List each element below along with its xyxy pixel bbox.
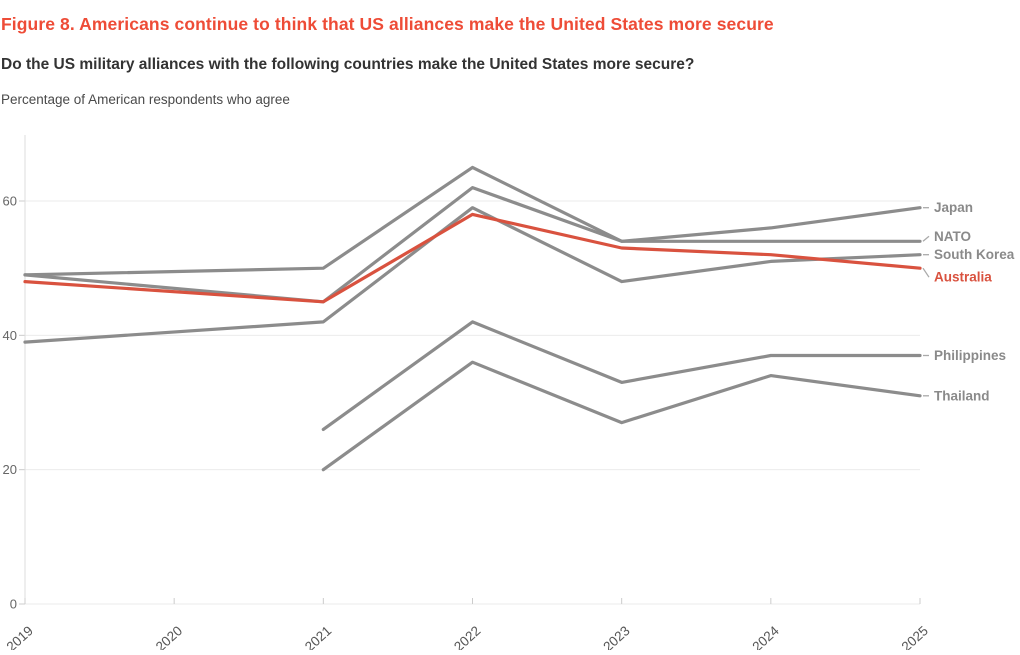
x-tick-label-2025: 2025 (899, 623, 931, 650)
series-line-philippines (321, 320, 922, 431)
y-tick-label-0: 0 (10, 597, 17, 612)
figure-title: Figure 8. Americans continue to think th… (1, 13, 774, 34)
y-tick-label-20: 20 (3, 462, 17, 477)
series-label-australia: Australia (934, 270, 992, 285)
chart-question: Do the US military alliances with the fo… (1, 56, 695, 73)
x-tick-label-2021: 2021 (302, 623, 334, 650)
x-tick-label-2020: 2020 (153, 623, 185, 650)
y-tick-label-60: 60 (3, 194, 17, 209)
x-tick-label-2022: 2022 (451, 623, 483, 650)
x-tick-label-2019: 2019 (4, 623, 36, 650)
series-label-thailand: Thailand (934, 388, 990, 403)
series-label-nato: NATO (934, 229, 971, 244)
series-line-south-korea (23, 206, 922, 344)
series-line-japan (23, 165, 922, 277)
series-label-japan: Japan (934, 200, 973, 215)
series-line-nato (23, 186, 922, 304)
label-leader-australia (922, 267, 930, 278)
chart-subtitle: Percentage of American respondents who a… (1, 92, 290, 107)
label-leader-nato (922, 235, 930, 242)
x-tick-label-2024: 2024 (749, 623, 782, 650)
series-line-thailand (321, 360, 922, 472)
series-label-philippines: Philippines (934, 348, 1006, 363)
y-tick-label-40: 40 (3, 328, 17, 343)
x-tick-label-2023: 2023 (600, 623, 632, 650)
series-label-south-korea: South Korea (934, 247, 1015, 262)
series-line-australia (23, 212, 922, 304)
